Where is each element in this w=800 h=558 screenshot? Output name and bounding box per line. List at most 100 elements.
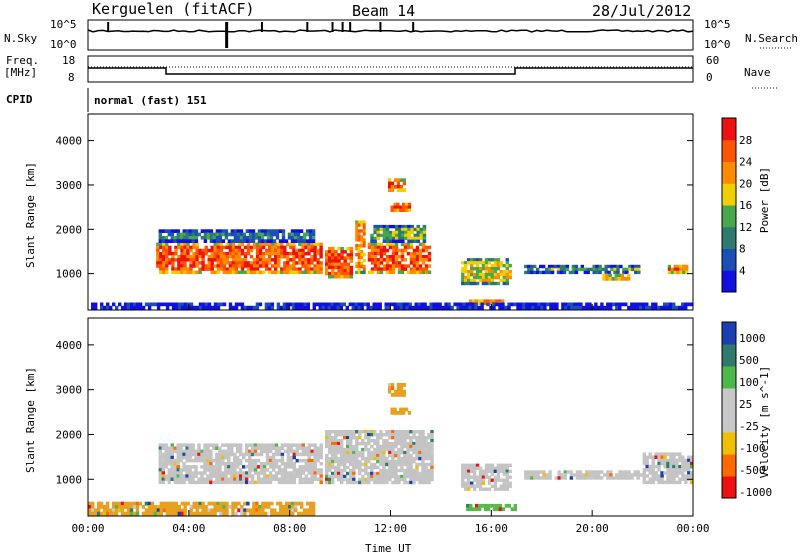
heatmap-cell	[391, 471, 395, 476]
heatmap-cell	[415, 258, 420, 262]
heatmap-cell	[221, 462, 225, 466]
heatmap-cell	[502, 469, 506, 473]
heatmap-cell	[240, 267, 245, 271]
heatmap-cell	[412, 441, 416, 446]
heatmap-cell	[222, 245, 226, 250]
heatmap-cell	[516, 302, 520, 307]
heatmap-cell	[222, 261, 226, 265]
heatmap-cell	[427, 480, 431, 485]
heatmap-cell	[666, 305, 670, 310]
heatmap-cell	[249, 270, 254, 274]
heatmap-cell	[261, 245, 266, 250]
heatmap-cell	[179, 232, 183, 237]
heatmap-cell	[467, 478, 471, 482]
heatmap-cell	[161, 477, 165, 481]
heatmap-cell	[126, 508, 131, 513]
heatmap-cell	[477, 305, 481, 310]
heatmap-cell	[367, 433, 371, 437]
heatmap-cell	[496, 487, 501, 491]
heatmap-cell	[286, 455, 291, 460]
heatmap-cell	[248, 462, 252, 466]
heatmap-cell	[328, 436, 332, 440]
heatmap-cell	[337, 265, 341, 270]
heatmap-cell	[262, 468, 267, 472]
heatmap-cell	[382, 477, 386, 482]
heatmap-cell	[487, 466, 492, 470]
heatmap-cell	[120, 501, 125, 506]
heatmap-cell	[331, 262, 335, 267]
heatmap-cell	[513, 503, 517, 508]
heatmap-cell	[243, 508, 247, 513]
heatmap-cell	[675, 468, 679, 472]
heatmap-cell	[325, 459, 329, 464]
heatmap-cell	[173, 449, 177, 454]
heatmap-cell	[346, 477, 350, 482]
heatmap-cell	[376, 453, 380, 458]
heatmap-cell	[355, 430, 359, 434]
heatmap-cell	[246, 245, 251, 250]
heatmap-cell	[286, 261, 290, 265]
heatmap-cell	[164, 452, 168, 457]
heatmap-cell	[484, 475, 489, 479]
heatmap-cell	[120, 508, 125, 513]
heatmap-cell	[222, 255, 226, 259]
heatmap-cell	[313, 242, 317, 247]
heatmap-cell	[651, 458, 655, 463]
heatmap-cell	[274, 477, 279, 481]
heatmap-cell	[384, 302, 388, 307]
heatmap-cell	[625, 267, 629, 272]
heatmap-cell	[531, 302, 535, 307]
heatmap-cell	[319, 452, 323, 457]
heatmap-cell	[493, 487, 498, 491]
heatmap-cell	[376, 433, 380, 437]
heatmap-cell	[179, 452, 183, 457]
heatmap-cell	[290, 239, 295, 243]
heatmap-cell	[340, 456, 344, 461]
heatmap-cell	[174, 251, 178, 256]
heatmap-cell	[409, 447, 413, 452]
heatmap-cell	[475, 466, 480, 470]
heatmap-cell	[598, 264, 602, 269]
heatmap-cell	[207, 248, 211, 253]
heatmap-cell	[373, 471, 377, 476]
heatmap-cell	[388, 178, 392, 182]
heatmap-cell	[667, 264, 672, 269]
heatmap-cell	[533, 473, 537, 477]
heatmap-cell	[99, 505, 104, 509]
heatmap-cell	[188, 477, 192, 481]
heatmap-cell	[469, 299, 473, 303]
heatmap-cell	[308, 505, 313, 509]
heatmap-cell	[331, 471, 335, 476]
heatmap-cell	[360, 235, 364, 239]
heatmap-cell	[283, 264, 287, 268]
heatmap-cell	[312, 302, 316, 307]
heatmap-cell	[304, 449, 308, 454]
heatmap-cell	[355, 261, 359, 266]
heatmap-cell	[409, 453, 413, 458]
heatmap-cell	[180, 305, 185, 310]
heatmap-cell	[194, 449, 198, 454]
heatmap-cell	[546, 302, 550, 307]
heatmap-cell	[156, 251, 160, 256]
heatmap-cell	[505, 469, 509, 473]
heatmap-cell	[191, 458, 195, 463]
heatmap-cell	[464, 463, 468, 467]
heatmap-cell	[265, 449, 270, 454]
colorbar-swatch	[722, 432, 736, 455]
heatmap-cell	[493, 258, 498, 262]
heatmap-cell	[616, 270, 620, 275]
heatmap-cell	[370, 248, 375, 253]
heatmap-cell	[597, 305, 601, 310]
heatmap-cell	[227, 232, 232, 237]
heatmap-cell	[265, 267, 269, 271]
heatmap-cell	[393, 302, 397, 307]
heatmap-cell	[395, 236, 399, 241]
heatmap-cell	[415, 251, 420, 256]
heatmap-cell	[191, 465, 195, 469]
heatmap-cell	[268, 458, 273, 463]
heatmap-cell	[156, 245, 160, 250]
heatmap-cell	[490, 269, 495, 274]
heatmap-cell	[409, 251, 414, 256]
heatmap-cell	[316, 471, 320, 475]
heatmap-cell	[237, 508, 241, 513]
